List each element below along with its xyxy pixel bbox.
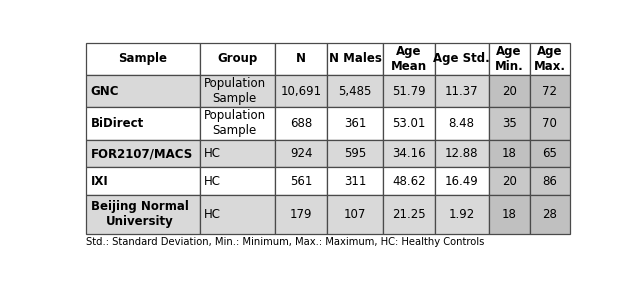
Bar xyxy=(435,107,488,140)
Bar xyxy=(327,195,383,233)
Bar xyxy=(488,75,529,107)
Text: Sample: Sample xyxy=(118,52,168,65)
Bar xyxy=(529,43,570,75)
Bar xyxy=(200,140,275,168)
Text: Std.: Standard Deviation, Min.: Minimum, Max.: Maximum, HC: Healthy Controls: Std.: Standard Deviation, Min.: Minimum,… xyxy=(86,237,484,247)
Bar xyxy=(86,168,200,195)
Text: 8.48: 8.48 xyxy=(449,117,475,130)
Bar xyxy=(275,75,327,107)
Text: 34.16: 34.16 xyxy=(392,147,426,160)
Text: 72: 72 xyxy=(542,85,557,98)
Text: 688: 688 xyxy=(290,117,312,130)
Text: Age
Max.: Age Max. xyxy=(534,45,566,73)
Bar xyxy=(275,195,327,233)
Text: 1.92: 1.92 xyxy=(449,208,475,221)
Text: Population
Sample: Population Sample xyxy=(204,109,266,137)
Text: 86: 86 xyxy=(542,175,557,188)
Bar xyxy=(86,107,200,140)
Text: Age
Min.: Age Min. xyxy=(495,45,524,73)
Bar xyxy=(488,43,529,75)
Text: 561: 561 xyxy=(290,175,312,188)
Bar xyxy=(383,43,435,75)
Text: 65: 65 xyxy=(542,147,557,160)
Bar xyxy=(435,43,488,75)
Text: HC: HC xyxy=(204,208,221,221)
Bar xyxy=(200,43,275,75)
Bar xyxy=(327,107,383,140)
Bar xyxy=(86,43,200,75)
Bar xyxy=(435,140,488,168)
Text: Group: Group xyxy=(218,52,257,65)
Text: Age Std.: Age Std. xyxy=(433,52,490,65)
Text: 12.88: 12.88 xyxy=(445,147,479,160)
Bar xyxy=(200,75,275,107)
Text: FOR2107/MACS: FOR2107/MACS xyxy=(91,147,193,160)
Text: 361: 361 xyxy=(344,117,366,130)
Text: Age
Mean: Age Mean xyxy=(391,45,427,73)
Bar xyxy=(86,75,200,107)
Text: GNC: GNC xyxy=(91,85,119,98)
Text: 53.01: 53.01 xyxy=(392,117,426,130)
Text: 18: 18 xyxy=(502,208,516,221)
Bar xyxy=(200,107,275,140)
Bar xyxy=(327,75,383,107)
Text: Population
Sample: Population Sample xyxy=(204,77,266,105)
Text: 51.79: 51.79 xyxy=(392,85,426,98)
Bar xyxy=(327,168,383,195)
Bar xyxy=(488,195,529,233)
Text: 5,485: 5,485 xyxy=(339,85,372,98)
Bar xyxy=(529,107,570,140)
Text: 11.37: 11.37 xyxy=(445,85,479,98)
Text: 107: 107 xyxy=(344,208,366,221)
Bar xyxy=(435,75,488,107)
Bar xyxy=(383,195,435,233)
Text: 311: 311 xyxy=(344,175,366,188)
Bar xyxy=(86,195,200,233)
Bar xyxy=(200,168,275,195)
Bar xyxy=(383,140,435,168)
Text: HC: HC xyxy=(204,147,221,160)
Text: 595: 595 xyxy=(344,147,366,160)
Text: N: N xyxy=(296,52,306,65)
Bar xyxy=(529,140,570,168)
Text: 924: 924 xyxy=(290,147,312,160)
Text: 70: 70 xyxy=(542,117,557,130)
Text: HC: HC xyxy=(204,175,221,188)
Text: Beijing Normal
University: Beijing Normal University xyxy=(91,200,189,228)
Text: IXI: IXI xyxy=(91,175,109,188)
Text: 10,691: 10,691 xyxy=(280,85,322,98)
Text: 20: 20 xyxy=(502,175,516,188)
Bar xyxy=(383,168,435,195)
Bar xyxy=(275,140,327,168)
Bar xyxy=(86,140,200,168)
Bar xyxy=(383,75,435,107)
Text: BiDirect: BiDirect xyxy=(91,117,144,130)
Bar xyxy=(275,107,327,140)
Text: 28: 28 xyxy=(542,208,557,221)
Text: 20: 20 xyxy=(502,85,516,98)
Bar xyxy=(275,43,327,75)
Text: 179: 179 xyxy=(290,208,312,221)
Bar xyxy=(529,75,570,107)
Bar xyxy=(435,168,488,195)
Bar xyxy=(435,195,488,233)
Text: 35: 35 xyxy=(502,117,516,130)
Text: N Males: N Males xyxy=(328,52,381,65)
Bar xyxy=(488,107,529,140)
Text: 16.49: 16.49 xyxy=(445,175,479,188)
Bar xyxy=(488,168,529,195)
Bar xyxy=(383,107,435,140)
Bar xyxy=(200,195,275,233)
Bar xyxy=(488,140,529,168)
Bar xyxy=(275,168,327,195)
Bar xyxy=(327,140,383,168)
Bar xyxy=(529,195,570,233)
Bar xyxy=(529,168,570,195)
Text: 18: 18 xyxy=(502,147,516,160)
Text: 21.25: 21.25 xyxy=(392,208,426,221)
Bar xyxy=(327,43,383,75)
Text: 48.62: 48.62 xyxy=(392,175,426,188)
